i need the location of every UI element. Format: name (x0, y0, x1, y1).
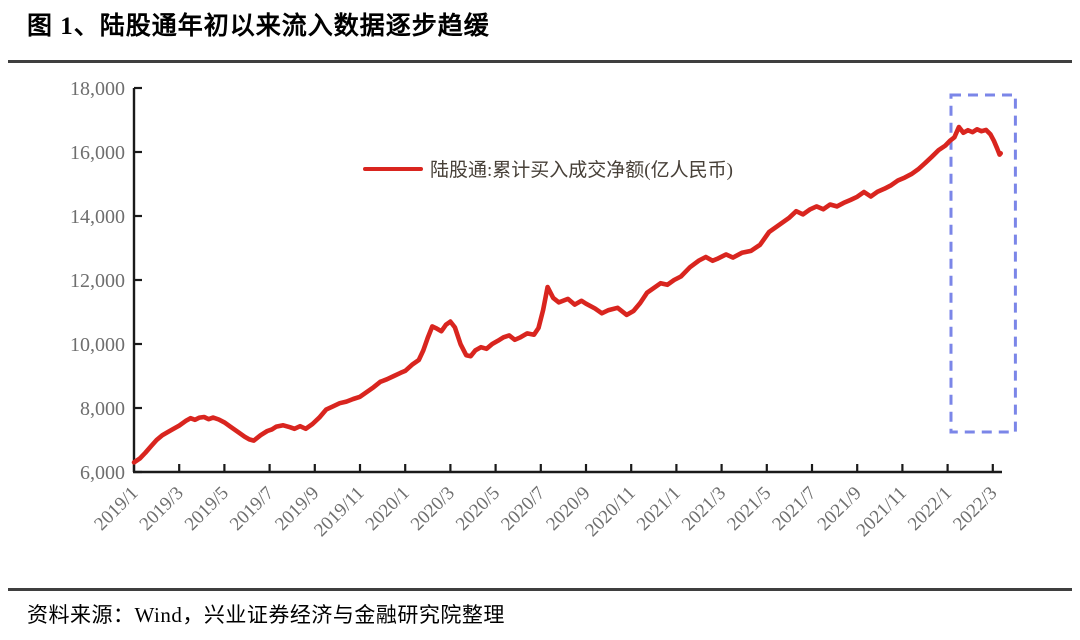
bottom-divider-rule (8, 588, 1072, 591)
x-tick-label: 2022/3 (949, 483, 1001, 535)
x-tick-label: 2020/11 (581, 483, 639, 541)
x-tick-label: 2019/11 (310, 483, 368, 541)
x-tick-label: 2020/5 (452, 483, 504, 535)
y-tick-label: 10,000 (70, 334, 125, 356)
y-tick-label: 12,000 (70, 270, 125, 292)
x-tick-label: 2021/5 (723, 483, 775, 535)
line-chart-svg: 6,000 8,000 10,000 12,000 14,000 16,000 18,000… (70, 78, 1017, 541)
chart-legend: 陆股通:累计买入成交净额(亿人民币) (363, 155, 733, 182)
x-tick-label: 2021/3 (678, 483, 730, 535)
x-tick-label: 2019/7 (226, 483, 278, 535)
source-note: 资料来源：Wind，兴业证券经济与金融研究院整理 (27, 603, 505, 627)
x-tick-label: 2022/1 (904, 483, 956, 535)
legend-line-marker (363, 166, 423, 171)
y-tick-label: 6,000 (80, 462, 125, 484)
x-tick-label: 2019/5 (181, 483, 233, 535)
chart-canvas: 6,000 8,000 10,000 12,000 14,000 16,000 18,000… (0, 63, 1080, 588)
x-tick-label: 2021/7 (768, 483, 820, 535)
y-tick-label: 16,000 (70, 142, 125, 164)
x-tick-label: 2019/1 (90, 483, 142, 535)
figure-title: 图 1、陆股通年初以来流入数据逐步趋缓 (27, 13, 490, 40)
legend-series-label: 陆股通:累计买入成交净额(亿人民币) (430, 160, 733, 181)
y-tick-label: 14,000 (70, 206, 125, 228)
x-tick-label: 2020/1 (362, 483, 414, 535)
x-tick-label: 2021/1 (633, 483, 685, 535)
x-tick-label: 2019/3 (136, 483, 188, 535)
y-tick-label: 18,000 (70, 78, 125, 100)
x-tick-label: 2020/3 (407, 483, 459, 535)
x-tick-label: 2020/7 (497, 483, 549, 535)
highlight-dashed-box (949, 93, 1017, 434)
top-divider-rule (8, 60, 1072, 63)
y-tick-label: 8,000 (80, 398, 125, 420)
series-line (131, 124, 1004, 465)
x-tick-label: 2021/11 (853, 483, 911, 541)
